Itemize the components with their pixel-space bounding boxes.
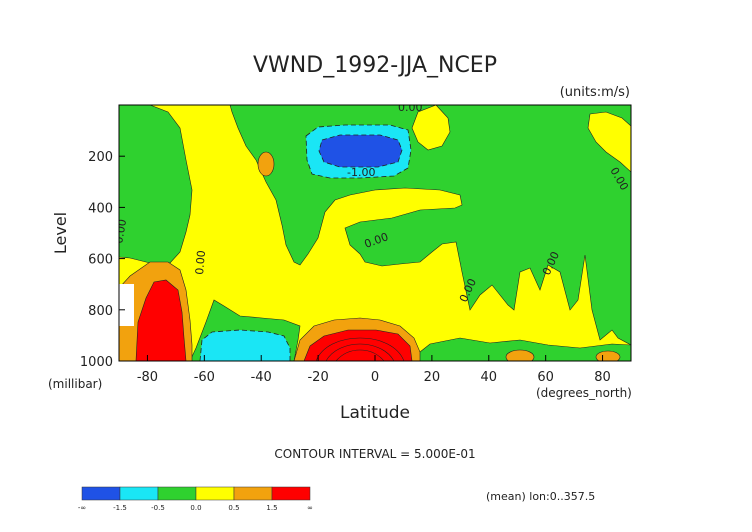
x-tick-label: 20 — [424, 370, 441, 385]
plot-area: 0.00 -1.00 0.00 0.00 0.00 0.00 0.00 0.00 — [112, 101, 631, 361]
y-tick-label: 200 — [88, 150, 113, 165]
x-units-label: (degrees_north) — [536, 386, 632, 400]
region-red-left — [135, 279, 187, 361]
colorbar-tick-label: 0.0 — [190, 504, 201, 512]
region-blue-core — [318, 134, 403, 168]
chart-title: VWND_1992-JJA_NCEP — [253, 53, 497, 78]
colorbar-tick-label: ∞ — [307, 504, 313, 512]
x-tick-label: 80 — [594, 370, 611, 385]
colorbar-tick-label: -1.5 — [113, 504, 127, 512]
x-tick-label: 40 — [481, 370, 498, 385]
region-green-left — [119, 105, 193, 264]
y-axis: 200 400 600 800 1000 — [80, 150, 125, 370]
x-axis-label: Latitude — [340, 403, 410, 423]
colorbar-swatch — [233, 486, 273, 501]
y-tick-label: 1000 — [80, 355, 113, 370]
region-white-patch — [119, 284, 134, 326]
x-tick-label: 60 — [537, 370, 554, 385]
colorbar-swatch — [271, 486, 311, 501]
colorbar-swatch — [157, 486, 197, 501]
y-units-label: (millibar) — [48, 377, 102, 391]
region-cyan-lower — [199, 329, 291, 361]
contour-interval-text: CONTOUR INTERVAL = 5.000E-01 — [274, 447, 475, 461]
contour-label: 0.00 — [112, 218, 129, 244]
colorbar-tick-label: -∞ — [78, 504, 86, 512]
region-yellow-island-a — [411, 105, 451, 151]
region-orange-blob-a — [505, 349, 535, 361]
mean-label: (mean) lon:0..357.5 — [486, 490, 595, 503]
region-red-center — [303, 329, 413, 361]
colorbar-swatch — [119, 486, 159, 501]
x-tick-label: 0 — [371, 370, 379, 385]
x-tick-label: -40 — [251, 370, 272, 385]
colorbar-tick-label: 1.5 — [266, 504, 277, 512]
y-axis-label: Level — [51, 212, 70, 254]
y-tick-label: 600 — [88, 253, 113, 268]
red-center-contours — [315, 337, 405, 361]
colorbar-swatch — [81, 486, 121, 501]
x-axis: -80 -60 -40 -20 0 20 40 60 80 — [137, 355, 611, 385]
region-yellow-island-b — [587, 111, 631, 173]
region-orange-blob-b — [595, 350, 621, 361]
colorbar-tick-label: -0.5 — [151, 504, 165, 512]
x-tick-label: -80 — [137, 370, 158, 385]
y-tick-label: 800 — [88, 304, 113, 319]
colorbar: -∞ -1.5 -0.5 0.0 0.5 1.5 ∞ — [78, 486, 313, 512]
region-green-bottom-right — [415, 337, 631, 361]
contour-label: -1.00 — [347, 166, 375, 179]
units-label: (units:m/s) — [560, 85, 630, 100]
y-tick-label: 400 — [88, 201, 113, 216]
x-tick-label: -20 — [307, 370, 328, 385]
region-yellow-blob — [257, 151, 275, 177]
colorbar-swatch — [195, 486, 235, 501]
x-tick-label: -60 — [194, 370, 215, 385]
colorbar-tick-label: 0.5 — [228, 504, 239, 512]
contour-label: 0.00 — [193, 250, 208, 276]
contour-label: 0.00 — [398, 101, 423, 114]
